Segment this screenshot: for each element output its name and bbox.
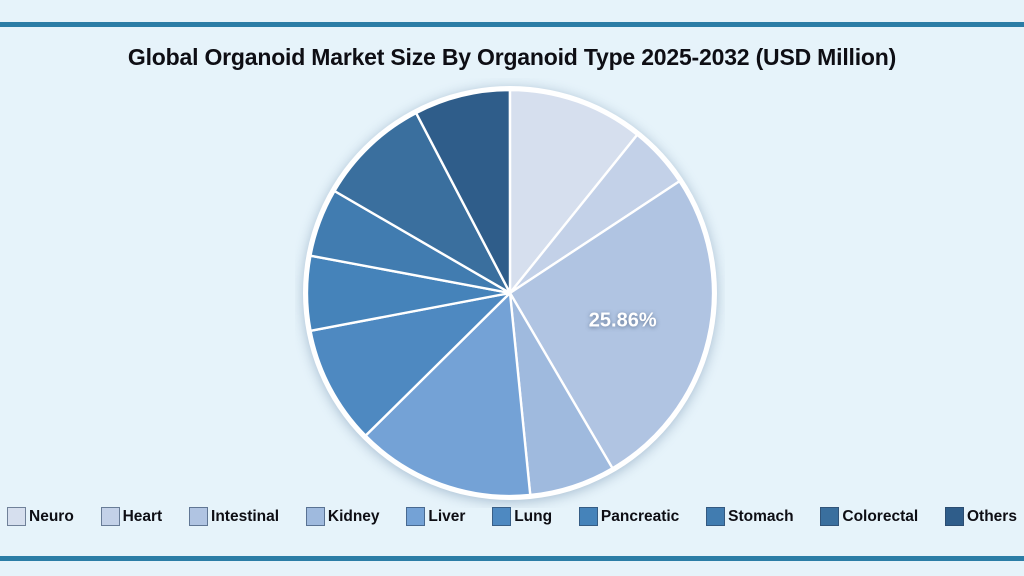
legend-label-colorectal: Colorectal bbox=[842, 508, 919, 525]
legend-label-lung: Lung bbox=[514, 508, 553, 525]
legend-swatch-intestinal bbox=[189, 507, 209, 526]
pie-slice-liver[interactable] bbox=[364, 291, 532, 498]
legend-item-neuro[interactable]: Neuro bbox=[7, 507, 74, 526]
legend-swatch-neuro bbox=[7, 507, 26, 526]
legend-item-heart[interactable]: Heart bbox=[100, 507, 163, 526]
legend-label-others: Others bbox=[966, 508, 1017, 525]
legend-label-neuro: Neuro bbox=[29, 508, 74, 525]
pie-slice-intestinal[interactable] bbox=[508, 180, 715, 470]
slice-value-label-intestinal: 25.86% bbox=[589, 309, 657, 331]
legend-item-colorectal[interactable]: Colorectal bbox=[820, 507, 918, 526]
legend-label-intestinal: Intestinal bbox=[211, 508, 280, 525]
bottom-divider bbox=[0, 556, 1024, 561]
legend-label-stomach: Stomach bbox=[728, 508, 794, 525]
legend-item-liver[interactable]: Liver bbox=[406, 507, 465, 526]
pie-slice-lung[interactable] bbox=[309, 291, 512, 437]
legend-swatch-others bbox=[944, 507, 964, 526]
legend-label-liver: Liver bbox=[428, 508, 466, 525]
legend-swatch-stomach bbox=[706, 507, 726, 526]
legend-label-heart: Heart bbox=[122, 508, 163, 525]
legend-swatch-pancreatic bbox=[578, 507, 598, 526]
pie-slice-neuro[interactable] bbox=[508, 88, 639, 295]
legend-swatch-liver bbox=[406, 507, 426, 526]
pie-chart-svg: 25.86% bbox=[303, 86, 717, 500]
legend-swatch-heart bbox=[100, 507, 120, 526]
legend-swatch-lung bbox=[492, 507, 512, 526]
pie-chart: 25.86% bbox=[295, 78, 725, 508]
legend-label-pancreatic: Pancreatic bbox=[600, 508, 680, 525]
pie-slice-others[interactable] bbox=[414, 88, 512, 295]
legend-item-kidney[interactable]: Kidney bbox=[305, 507, 380, 526]
legend-item-stomach[interactable]: Stomach bbox=[706, 507, 794, 526]
legend-swatch-colorectal bbox=[820, 507, 840, 526]
top-divider bbox=[0, 22, 1024, 27]
legend-item-lung[interactable]: Lung bbox=[492, 507, 552, 526]
legend-label-kidney: Kidney bbox=[327, 508, 380, 525]
legend-item-others[interactable]: Others bbox=[944, 507, 1017, 526]
pie-slice-colorectal[interactable] bbox=[333, 111, 512, 295]
legend: Neuro Heart Intestinal Kidney Liver Lung Pancr… bbox=[0, 507, 1024, 526]
legend-swatch-kidney bbox=[305, 507, 325, 526]
legend-item-pancreatic[interactable]: Pancreatic bbox=[578, 507, 680, 526]
legend-item-intestinal[interactable]: Intestinal bbox=[189, 507, 279, 526]
chart-title: Global Organoid Market Size By Organoid … bbox=[127, 44, 897, 70]
